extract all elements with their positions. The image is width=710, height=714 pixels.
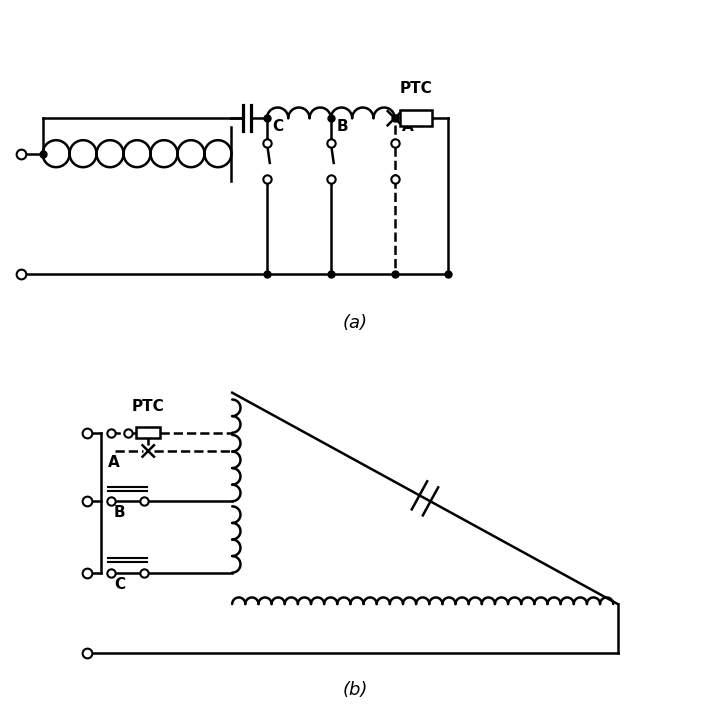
Text: A: A <box>108 455 120 470</box>
Text: B: B <box>114 506 126 521</box>
Text: C: C <box>114 577 125 592</box>
Text: C: C <box>273 119 284 134</box>
Text: (a): (a) <box>342 313 368 331</box>
Text: (b): (b) <box>342 681 368 700</box>
Text: A: A <box>402 119 414 134</box>
Text: PTC: PTC <box>400 81 433 96</box>
Text: B: B <box>337 119 348 134</box>
Bar <box>400 111 432 126</box>
Bar <box>136 427 160 438</box>
Text: PTC: PTC <box>132 399 165 414</box>
